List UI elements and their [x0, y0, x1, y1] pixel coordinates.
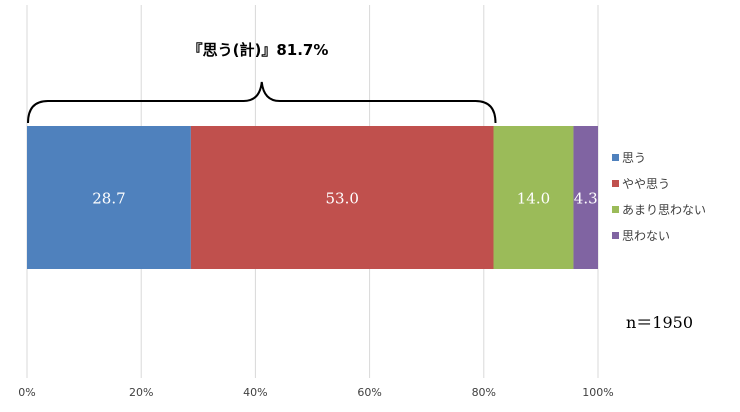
data-label: 28.7 — [92, 190, 125, 208]
data-label: 14.0 — [517, 190, 550, 208]
data-label: 53.0 — [325, 190, 358, 208]
bar-segment — [27, 126, 191, 269]
legend-swatch — [612, 206, 619, 213]
legend-label: 思わない — [622, 229, 670, 243]
sample-size-label: n＝1950 — [626, 313, 693, 332]
legend-label: 思う — [622, 151, 646, 165]
x-axis-ticks: 0% 20% 40% 60% 80% 100% — [18, 386, 613, 399]
data-label: 4.3 — [574, 190, 598, 208]
brace-annotation: 『思う(計)』81.7% — [27, 41, 497, 124]
legend-swatch — [612, 180, 619, 187]
bar-segment — [573, 126, 598, 269]
legend-swatch — [612, 232, 619, 239]
x-tick-label: 20% — [129, 386, 153, 399]
bar-segment — [493, 126, 574, 269]
x-tick-label: 60% — [357, 386, 381, 399]
curly-brace — [27, 81, 497, 124]
legend-swatch — [612, 154, 619, 161]
x-tick-label: 0% — [18, 386, 35, 399]
x-tick-label: 40% — [243, 386, 267, 399]
x-tick-label: 80% — [472, 386, 496, 399]
bar-segment — [190, 126, 494, 269]
legend-label: あまり思わない — [622, 203, 706, 217]
legend-label: やや思う — [622, 177, 670, 191]
bar-segments — [27, 126, 598, 269]
x-tick-label: 100% — [582, 386, 613, 399]
data-labels: 28.7 53.0 14.0 4.3 — [92, 190, 597, 208]
annotation-label: 『思う(計)』81.7% — [188, 41, 329, 59]
